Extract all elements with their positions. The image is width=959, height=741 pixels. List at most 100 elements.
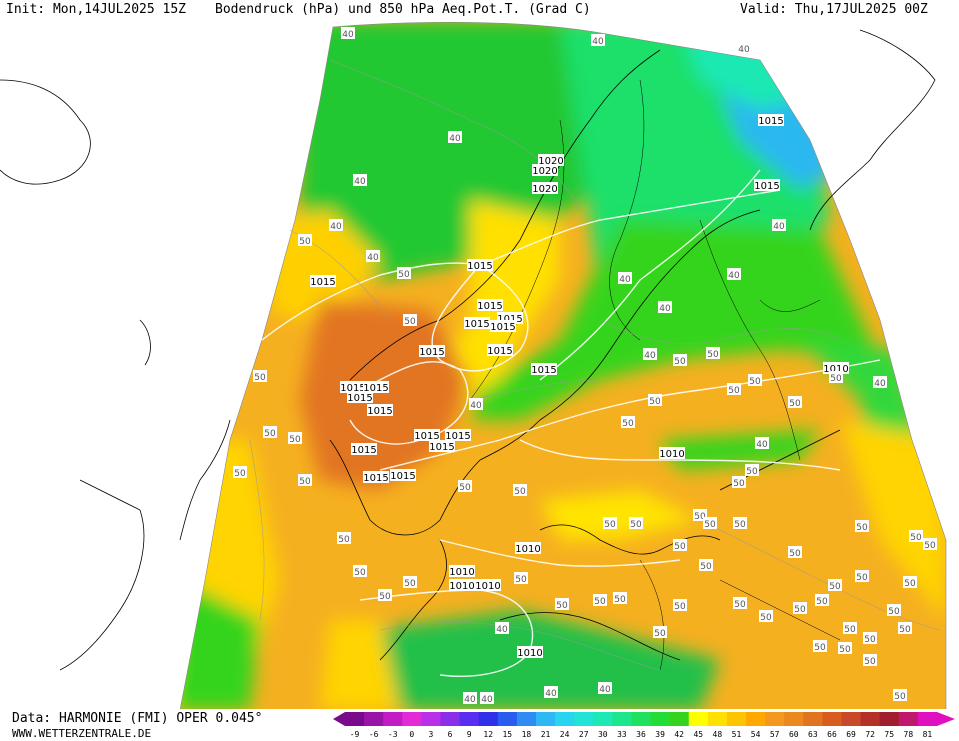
colorbar-tick-6: 9	[466, 730, 472, 739]
svg-text:40: 40	[756, 440, 768, 450]
svg-text:50: 50	[728, 386, 740, 396]
svg-text:1015: 1015	[390, 471, 415, 482]
colorbar-swatch-3	[402, 712, 422, 726]
isobar-label-1: 1015	[467, 259, 493, 272]
colorbar-swatch-21	[746, 712, 766, 726]
svg-text:50: 50	[604, 520, 616, 530]
isobar-label-30: 1010	[517, 646, 543, 659]
colorbar-swatch-5	[440, 712, 461, 726]
theta-label-32: 50	[706, 347, 720, 360]
colorbar-tick-27: 72	[865, 730, 875, 739]
svg-text:1010: 1010	[449, 567, 474, 578]
theta-label-25: 50	[288, 432, 302, 445]
theta-label-18: 40	[598, 682, 612, 695]
colorbar-swatch-8	[497, 712, 518, 726]
theta-label-28: 50	[337, 532, 351, 545]
colorbar-tick-14: 33	[617, 730, 627, 739]
theta-label-60: 50	[733, 597, 747, 610]
theta-label-51: 50	[353, 565, 367, 578]
svg-text:50: 50	[404, 317, 416, 327]
theta-label-66: 50	[887, 604, 901, 617]
init-time: Init: Mon,14JUL2025 15Z	[6, 2, 187, 17]
theta-label-47: 50	[923, 538, 937, 551]
colorbar-tick-7: 12	[483, 730, 494, 739]
theta-label-0: 40	[341, 27, 355, 40]
svg-text:40: 40	[773, 222, 785, 232]
isobar-label-2: 1015	[477, 299, 503, 312]
svg-text:50: 50	[839, 645, 851, 655]
svg-text:50: 50	[749, 377, 761, 387]
theta-label-19: 40	[755, 437, 769, 450]
isobar-label-23: 1020	[532, 182, 558, 195]
svg-text:50: 50	[515, 575, 527, 585]
theta-labels: 40 40 40 40 40 40 40 40 40 40 40 40 40 40 40 40 40 40 40 40…	[233, 27, 937, 705]
svg-text:50: 50	[289, 435, 301, 445]
svg-text:50: 50	[864, 657, 876, 667]
colorbar-swatch-7	[478, 712, 499, 726]
isobar-label-7: 1015	[419, 345, 445, 358]
svg-text:50: 50	[856, 573, 868, 583]
svg-text:1015: 1015	[429, 442, 454, 453]
colorbar-swatch-12	[574, 712, 594, 726]
svg-text:1015: 1015	[531, 365, 556, 376]
svg-text:1015: 1015	[754, 181, 779, 192]
svg-text:50: 50	[354, 568, 366, 578]
colorbar-tick-18: 45	[693, 730, 704, 739]
colorbar-swatch-22	[765, 712, 785, 726]
theta-label-30: 50	[513, 484, 527, 497]
svg-text:1015: 1015	[310, 277, 335, 288]
svg-text:1010: 1010	[517, 648, 542, 659]
theta-label-63: 50	[815, 594, 829, 607]
theta-label-45: 50	[855, 520, 869, 533]
theta-label-15: 40	[463, 692, 477, 705]
svg-text:1015: 1015	[414, 431, 439, 442]
colorbar-tick-26: 69	[846, 730, 856, 739]
colorbar-swatch-29	[898, 712, 919, 726]
isobars-lines	[261, 169, 881, 677]
colorbar-tick-13: 30	[597, 730, 608, 739]
colorbar-tick-23: 60	[788, 730, 799, 739]
valid-time: Valid: Thu,17JUL2025 00Z	[740, 2, 928, 17]
theta-label-7: 40	[618, 272, 632, 285]
colorbar-tick-16: 39	[655, 730, 665, 739]
svg-text:50: 50	[894, 692, 906, 702]
colorbar-tick-5: 6	[447, 730, 453, 739]
svg-text:1015: 1015	[445, 431, 470, 442]
svg-text:50: 50	[734, 600, 746, 610]
footer: Data: HARMONIE (FMI) OPER 0.045° WWW.WET…	[0, 709, 959, 741]
theta-label-43: 50	[733, 517, 747, 530]
theta-label-41: 50	[673, 539, 687, 552]
theta-label-37: 50	[788, 396, 802, 409]
theta-label-61: 50	[759, 610, 773, 623]
isobar-label-5: 1015	[490, 320, 516, 333]
colorbar-tick-1: -6	[368, 730, 379, 739]
svg-text:50: 50	[594, 597, 606, 607]
svg-text:50: 50	[704, 520, 716, 530]
svg-text:40: 40	[354, 177, 366, 187]
isobar-label-16: 1015	[363, 471, 389, 484]
colorbar-swatch-18	[688, 712, 709, 726]
theta-label-50: 50	[903, 576, 917, 589]
colorbar-swatch-15	[631, 712, 652, 726]
theta-label-70: 50	[863, 654, 877, 667]
svg-text:1015: 1015	[351, 445, 376, 456]
theta-label-31: 50	[673, 354, 687, 367]
colorbar-tick-24: 63	[808, 730, 818, 739]
theta-label-2: 40	[353, 174, 367, 187]
theta-label-59: 50	[699, 559, 713, 572]
svg-text:1015: 1015	[497, 314, 522, 325]
svg-text:50: 50	[649, 397, 661, 407]
theta-label-58: 50	[673, 599, 687, 612]
isobar-label-17: 1015	[390, 469, 416, 482]
svg-text:40: 40	[592, 37, 604, 47]
svg-text:50: 50	[254, 373, 266, 383]
svg-text:50: 50	[299, 237, 311, 247]
colorbar-swatch-30	[917, 712, 938, 726]
svg-text:50: 50	[830, 374, 842, 384]
svg-text:1020: 1020	[532, 166, 557, 177]
theta-label-67: 50	[898, 622, 912, 635]
theta-label-9: 40	[772, 219, 786, 232]
colorbar-tick-25: 66	[827, 730, 837, 739]
svg-text:50: 50	[814, 643, 826, 653]
